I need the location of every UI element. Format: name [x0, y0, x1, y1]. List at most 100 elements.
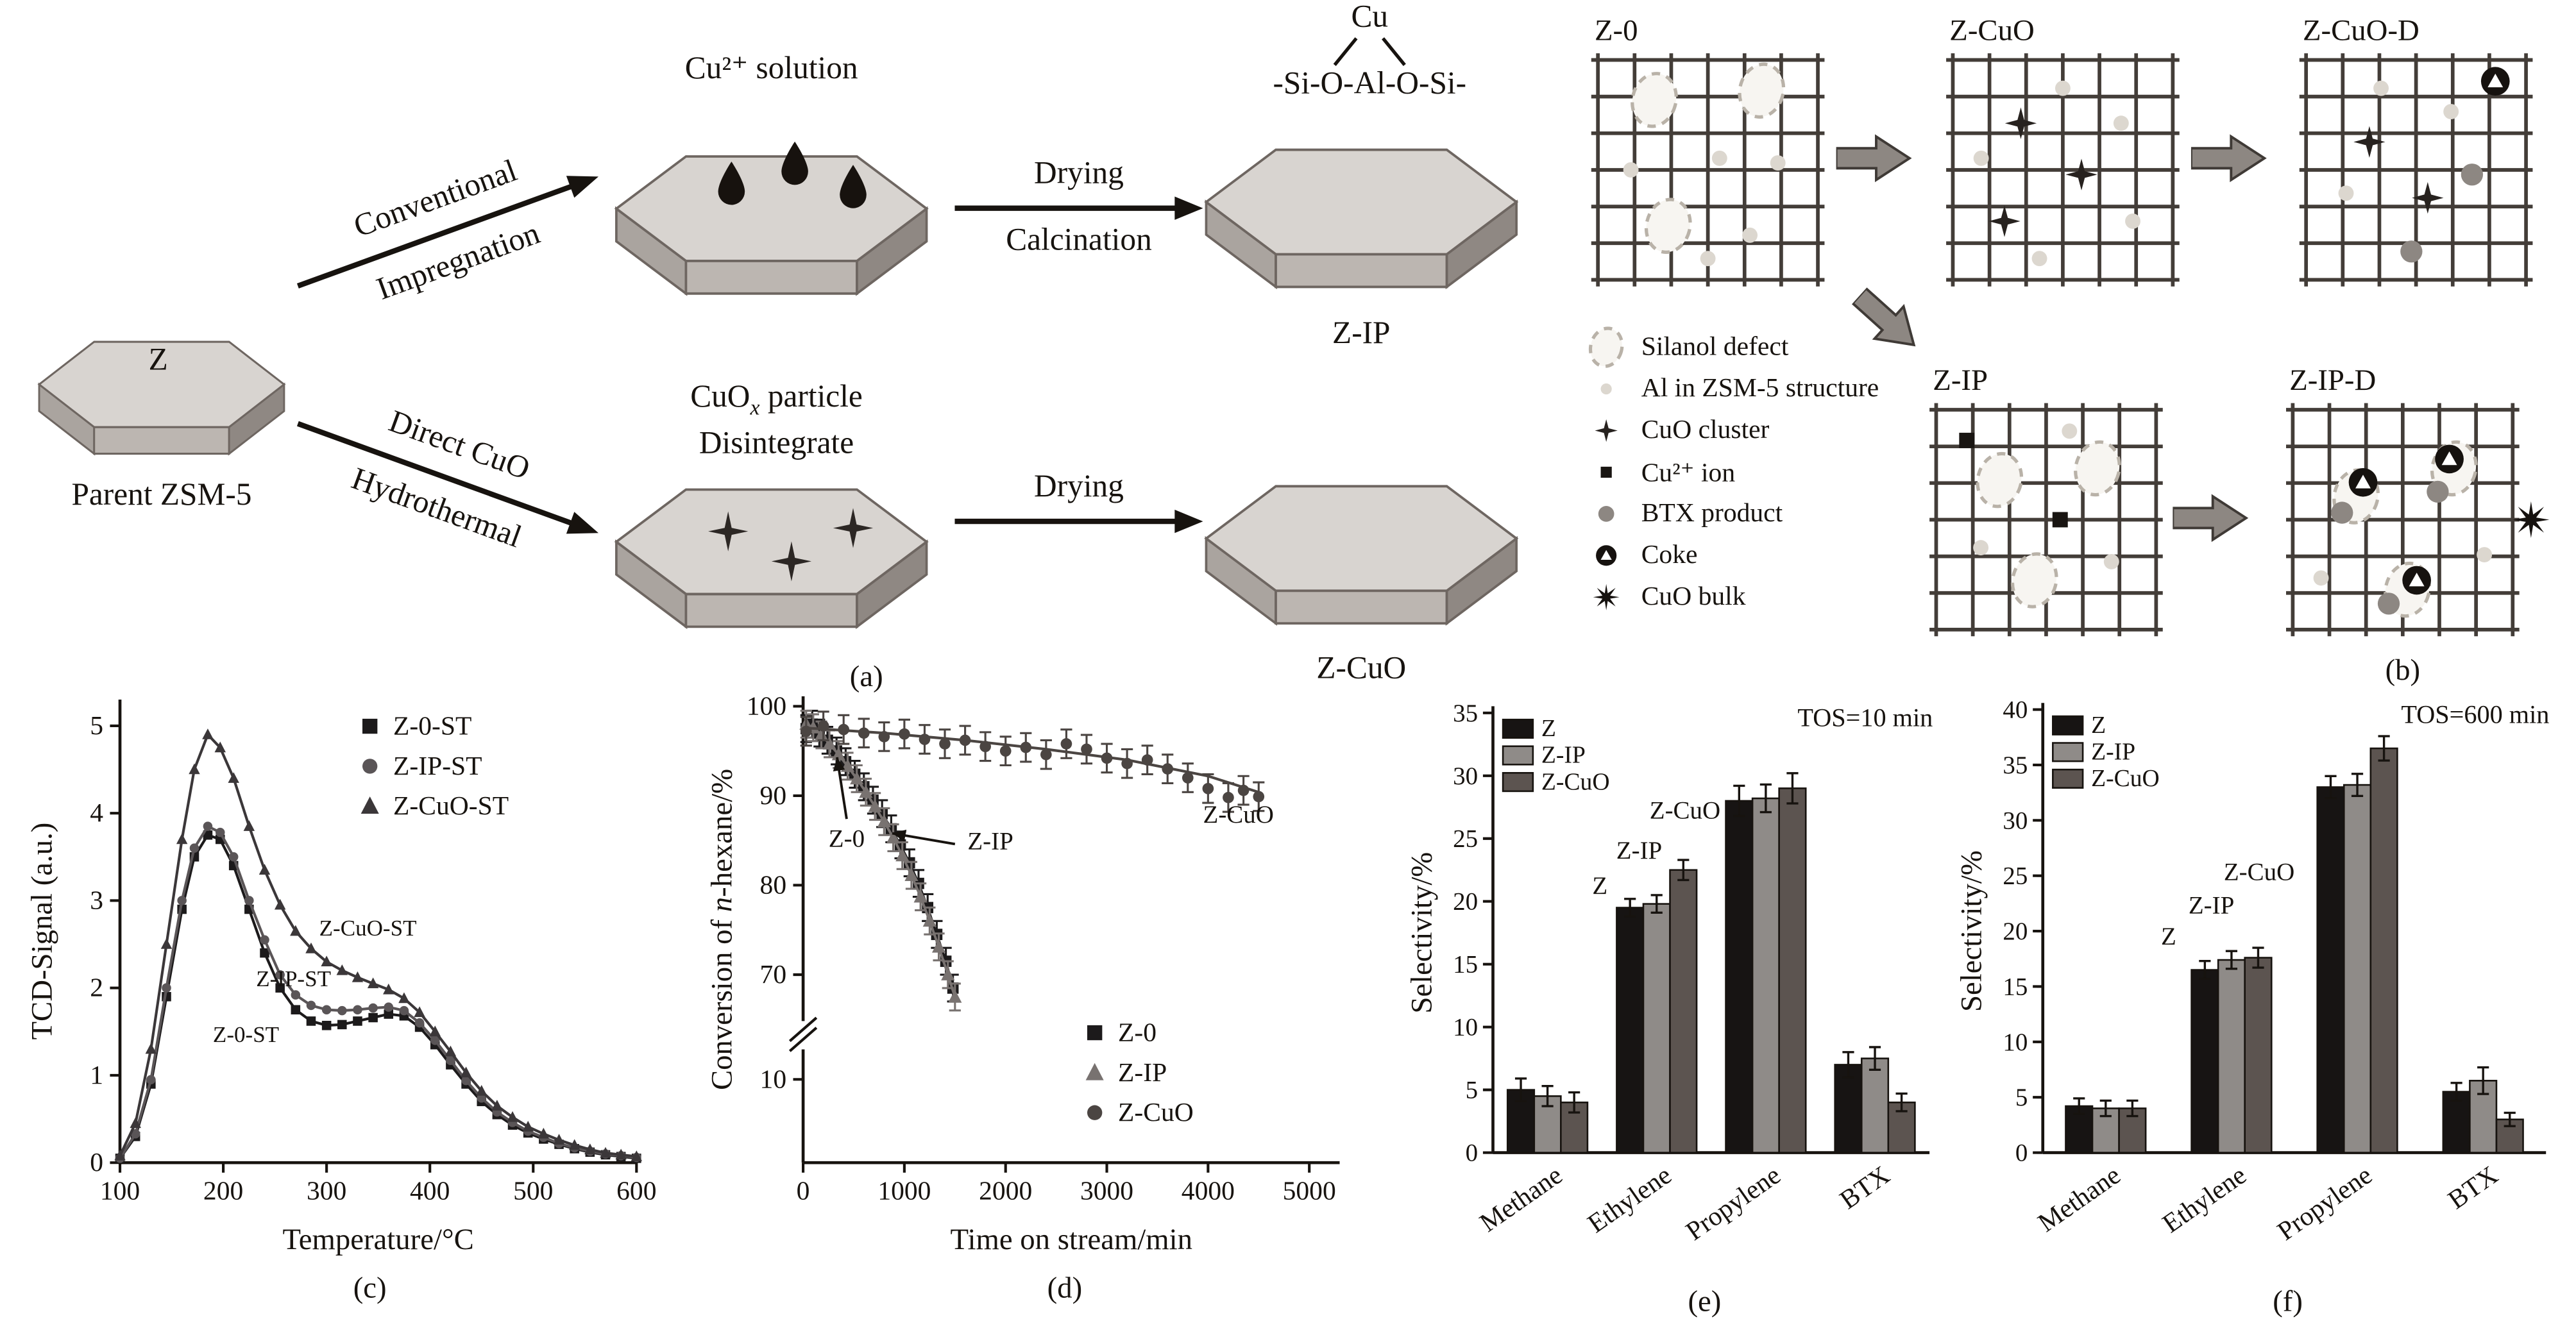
x-tick-label: 100 [100, 1175, 140, 1205]
y-tick-label: 10 [2003, 1029, 2028, 1056]
legend-item-label: CuO bulk [1641, 582, 1746, 611]
x-axis-label: Temperature/°C [282, 1223, 473, 1256]
category-label: Methane [1474, 1160, 1567, 1238]
y-tick-label: 80 [760, 870, 787, 899]
y-tick-label: 25 [2003, 862, 2028, 890]
y-tick-label: 0 [90, 1147, 103, 1177]
series-annotation: Z [1592, 872, 1607, 900]
x-tick-label: 2000 [979, 1175, 1032, 1205]
selectivity-bar-chart: 0 5 10 15 20 25 30 35 40 Selectivity/% TOS=600 min… [1955, 696, 2550, 1247]
curve-annotation: Z-CuO [1203, 801, 1274, 828]
hexagon-z-ip [1204, 148, 1519, 290]
legend-item-label: CuO cluster [1641, 416, 1770, 444]
chart-d-plot: 0 1000 2000 3000 4000 5000 70 80 90 100 10 Time on … [705, 683, 1366, 1268]
x-tick-label: 1000 [877, 1175, 931, 1205]
hexagon-cuo-treated [614, 488, 929, 630]
y-tick-label: 90 [760, 780, 787, 810]
flow-arrow-icon [2173, 494, 2249, 542]
x-tick-label: 200 [203, 1175, 243, 1205]
chart-f-selectivity-600min: 0 5 10 15 20 25 30 35 40 Selectivity/% TOS=600 min… [1955, 669, 2559, 1319]
zeolite-grid-Z-CuO [1946, 53, 2180, 287]
zeolite-grid-Z-IP-D [2286, 403, 2550, 637]
x-tick-label: 500 [513, 1175, 553, 1205]
flow-arrow-icon [1851, 287, 1916, 347]
panel-d-caption: (d) [1047, 1271, 1083, 1304]
legend-item-btx: BTX product [1583, 493, 1879, 535]
y-tick-label: 10 [760, 1064, 787, 1093]
grid-title-Z-CuO: Z-CuO [1949, 13, 2035, 47]
category-label: Propylene [2272, 1160, 2377, 1246]
panel-c-caption: (c) [353, 1271, 387, 1304]
series-annotation: Z-CuO [2224, 859, 2294, 886]
legend-label: Z-IP-ST [393, 751, 482, 780]
zeolite-grid-Z-IP [1929, 403, 2163, 637]
y-axis-label: TCD-Signal (a.u.) [27, 823, 59, 1040]
category-label: Ethylene [1582, 1160, 1677, 1238]
legend-item-label: Silanol defect [1641, 332, 1789, 361]
y-tick-label: 0 [2015, 1139, 2028, 1167]
y-tick-label: 20 [2003, 918, 2028, 945]
legend-label: Z [1541, 715, 1556, 742]
defect-icon [1588, 326, 1624, 368]
category-label: BTX [2443, 1160, 2503, 1214]
flow-arrow-icon [2190, 134, 2267, 183]
y-tick-label: 10 [1453, 1014, 1478, 1041]
legend-item-label: Al in ZSM-5 structure [1641, 374, 1879, 403]
panel-f-caption: (f) [2273, 1284, 2303, 1318]
solution-drop-icon [781, 141, 808, 185]
zeolite-grid-Z-CuO-D [2299, 53, 2533, 287]
legend-item-cluster: CuO cluster [1583, 410, 1879, 451]
y-tick-label: 35 [1453, 700, 1478, 727]
y-tick-label: 1 [90, 1060, 103, 1089]
btx-icon [1598, 506, 1614, 522]
curve-annotation: Z-IP-ST [256, 966, 331, 991]
legend-item-coke: Coke [1583, 535, 1879, 576]
conversion-line-chart: 0 1000 2000 3000 4000 5000 70 80 90 100 10 Time on … [705, 691, 1340, 1256]
y-axis-label: Selectivity/% [1960, 850, 1988, 1012]
series-annotation: Z-CuO [1650, 796, 1720, 824]
x-tick-label: 4000 [1182, 1175, 1235, 1205]
category-label: Methane [2032, 1160, 2125, 1238]
y-tick-label: 25 [1453, 825, 1478, 853]
y-tick-label: 40 [2003, 696, 2028, 724]
y-axis-label: Conversion of n-hexane/% [706, 769, 738, 1090]
cuo-particle-star-icon [771, 541, 812, 582]
y-tick-label: 3 [90, 885, 103, 914]
x-tick-label: 400 [410, 1175, 450, 1205]
solution-drop-icon [840, 165, 867, 208]
panel-b-legend: Silanol defect Al in ZSM-5 structure CuO c… [1583, 326, 1879, 618]
chart-c-plot: 100 200 300 400 500 600 0 1 2 3 4 5 Temperature/°C TC… [26, 683, 657, 1268]
flow-arrow-icon [1836, 134, 1912, 183]
y-tick-label: 5 [2015, 1084, 2028, 1111]
x-tick-label: 600 [616, 1175, 656, 1205]
y-tick-label: 20 [1453, 888, 1478, 916]
coke-icon [1596, 545, 1617, 566]
x-tick-label: 0 [797, 1175, 810, 1205]
y-tick-label: 4 [90, 798, 103, 827]
category-label: Propylene [1681, 1160, 1786, 1246]
legend-item-label: Coke [1641, 540, 1698, 569]
legend-label: Z-0-ST [393, 711, 471, 741]
legend-item-ion: Cu²⁺ ion [1583, 451, 1879, 493]
hexagon-parent-zsm5 [37, 340, 286, 456]
ion-icon [1600, 466, 1612, 478]
legend-label: Z-CuO [1541, 768, 1610, 795]
x-tick-label: 5000 [1283, 1175, 1336, 1205]
panel-e-caption: (e) [1688, 1284, 1722, 1318]
legend-item-label: Cu²⁺ ion [1641, 458, 1736, 487]
legend-item-al: Al in ZSM-5 structure [1583, 368, 1879, 410]
cuo-particle-star-icon [708, 511, 749, 551]
grid-title-Z-IP: Z-IP [1933, 363, 1988, 397]
y-tick-label: 30 [1453, 762, 1478, 790]
y-tick-label: 15 [2003, 973, 2028, 1000]
y-tick-label: 2 [90, 973, 103, 1002]
legend-label: Z-IP [1118, 1057, 1167, 1087]
selectivity-bar-chart: 0 5 10 15 20 25 30 35 Selectivity/% TOS=10 min Met… [1405, 700, 1933, 1246]
solution-drop-icon [718, 161, 745, 205]
tos-annotation: TOS=600 min [2401, 700, 2549, 728]
hexagon-impregnated [614, 155, 929, 296]
tos-annotation: TOS=10 min [1797, 703, 1933, 732]
zeolite-grid-Z-0 [1591, 53, 1825, 287]
curve-annotation: Z-IP [967, 828, 1013, 855]
